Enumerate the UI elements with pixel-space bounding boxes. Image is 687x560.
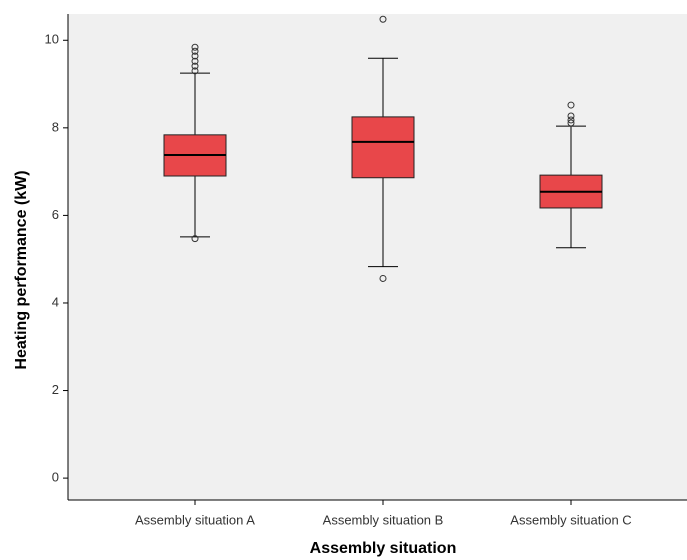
x-tick-label: Assembly situation A	[135, 512, 255, 527]
outlier	[379, 15, 387, 23]
x-tick-label: Assembly situation B	[323, 512, 444, 527]
outlier	[191, 52, 199, 60]
y-axis-title: Heating performance (kW)	[13, 170, 30, 369]
y-tick-label: 0	[52, 470, 59, 485]
outlier	[191, 62, 199, 70]
outlier	[191, 235, 199, 243]
outlier	[191, 67, 199, 75]
box	[351, 116, 415, 179]
outlier	[567, 101, 575, 109]
y-tick-label: 4	[52, 294, 59, 309]
y-tick-label: 2	[52, 382, 59, 397]
outlier	[567, 119, 575, 127]
outlier	[191, 47, 199, 55]
y-tick-label: 6	[52, 207, 59, 222]
plot-area	[68, 14, 687, 500]
outlier	[379, 274, 387, 282]
y-tick-label: 8	[52, 119, 59, 134]
x-tick-label: Assembly situation C	[510, 512, 631, 527]
outlier	[191, 43, 199, 51]
y-tick-label: 10	[45, 32, 59, 47]
outlier	[567, 112, 575, 120]
x-axis-title: Assembly situation	[310, 540, 457, 557]
outlier	[567, 116, 575, 124]
outlier	[191, 57, 199, 65]
